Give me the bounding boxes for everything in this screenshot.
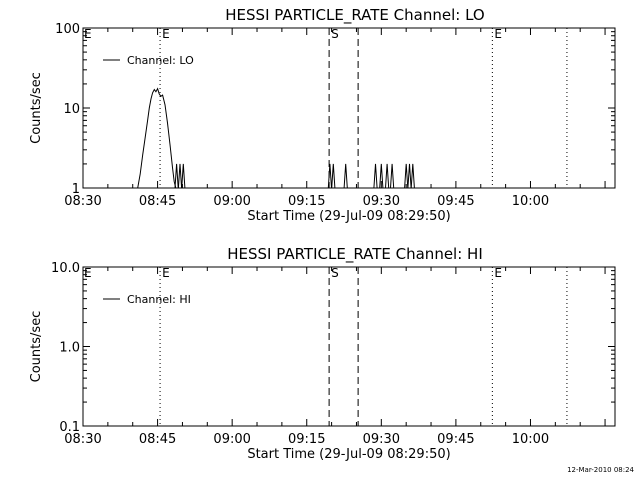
x-tick-label: 09:45 — [437, 194, 474, 209]
x-tick-label: 08:45 — [139, 432, 176, 447]
x-axis-label: Start Time (29-Jul-09 08:29:50) — [247, 447, 450, 462]
x-tick-label: 09:00 — [213, 194, 250, 209]
spike-mark — [343, 163, 348, 189]
spike-mark — [327, 163, 332, 189]
generation-timestamp: 12-Mar-2010 08:24 — [567, 466, 634, 474]
y-tick-label: 10 — [63, 102, 80, 117]
spike-mark — [174, 163, 179, 189]
y-axis-label: Counts/sec — [29, 311, 44, 383]
y-tick-label: 10.0 — [51, 261, 80, 276]
x-axis-label: Start Time (29-Jul-09 08:29:50) — [247, 209, 450, 224]
marker-label: E — [162, 27, 170, 41]
legend-label: Channel: HI — [127, 293, 191, 306]
y-axis-label: Counts/sec — [29, 72, 44, 144]
spike-mark — [331, 163, 336, 189]
x-tick-label: 09:00 — [213, 432, 250, 447]
spike-mark — [177, 163, 183, 189]
legend-label: Channel: LO — [127, 54, 194, 67]
plot-frame — [82, 27, 616, 189]
x-tick-label: 09:45 — [437, 432, 474, 447]
marker-label: E — [494, 27, 502, 41]
marker-label-start: E — [84, 27, 92, 41]
x-tick-label: 09:15 — [288, 194, 325, 209]
x-tick-label: 09:15 — [288, 432, 325, 447]
spike-mark — [407, 163, 412, 189]
x-tick-label: 09:30 — [363, 194, 400, 209]
chart-panel-1: HESSI PARTICLE_RATE Channel: HI 0.1 1.0 10.… — [29, 245, 616, 462]
marker-label: S — [331, 27, 339, 41]
y-tick-label: 0.1 — [59, 420, 80, 435]
x-tick-label: 08:45 — [139, 194, 176, 209]
x-tick-label: 09:30 — [363, 432, 400, 447]
chart-panel-0: HESSI PARTICLE_RATE Channel: LO 1 10 100 08:… — [29, 6, 616, 224]
marker-label: E — [162, 266, 170, 280]
plot-frame — [82, 266, 616, 427]
spike-mark — [379, 163, 384, 189]
y-tick-label: 100 — [55, 22, 80, 37]
marker-label: S — [331, 266, 339, 280]
spike-mark — [404, 163, 409, 189]
x-tick-label: 10:00 — [512, 194, 549, 209]
marker-label-start: E — [84, 266, 92, 280]
spike-mark — [410, 163, 415, 189]
y-tick-label: 1 — [72, 182, 80, 197]
x-tick-label: 08:30 — [64, 194, 101, 209]
spike-mark — [373, 163, 378, 189]
spike-mark — [181, 163, 186, 189]
chart-title: HESSI PARTICLE_RATE Channel: HI — [227, 245, 483, 264]
spike-mark — [385, 163, 390, 189]
spike-mark — [390, 163, 395, 189]
chart-title: HESSI PARTICLE_RATE Channel: LO — [225, 6, 484, 25]
y-tick-label: 1.0 — [59, 341, 80, 356]
series-line-0 — [137, 87, 177, 189]
x-tick-label: 08:30 — [64, 432, 101, 447]
x-tick-label: 10:00 — [512, 432, 549, 447]
marker-label: E — [494, 266, 502, 280]
